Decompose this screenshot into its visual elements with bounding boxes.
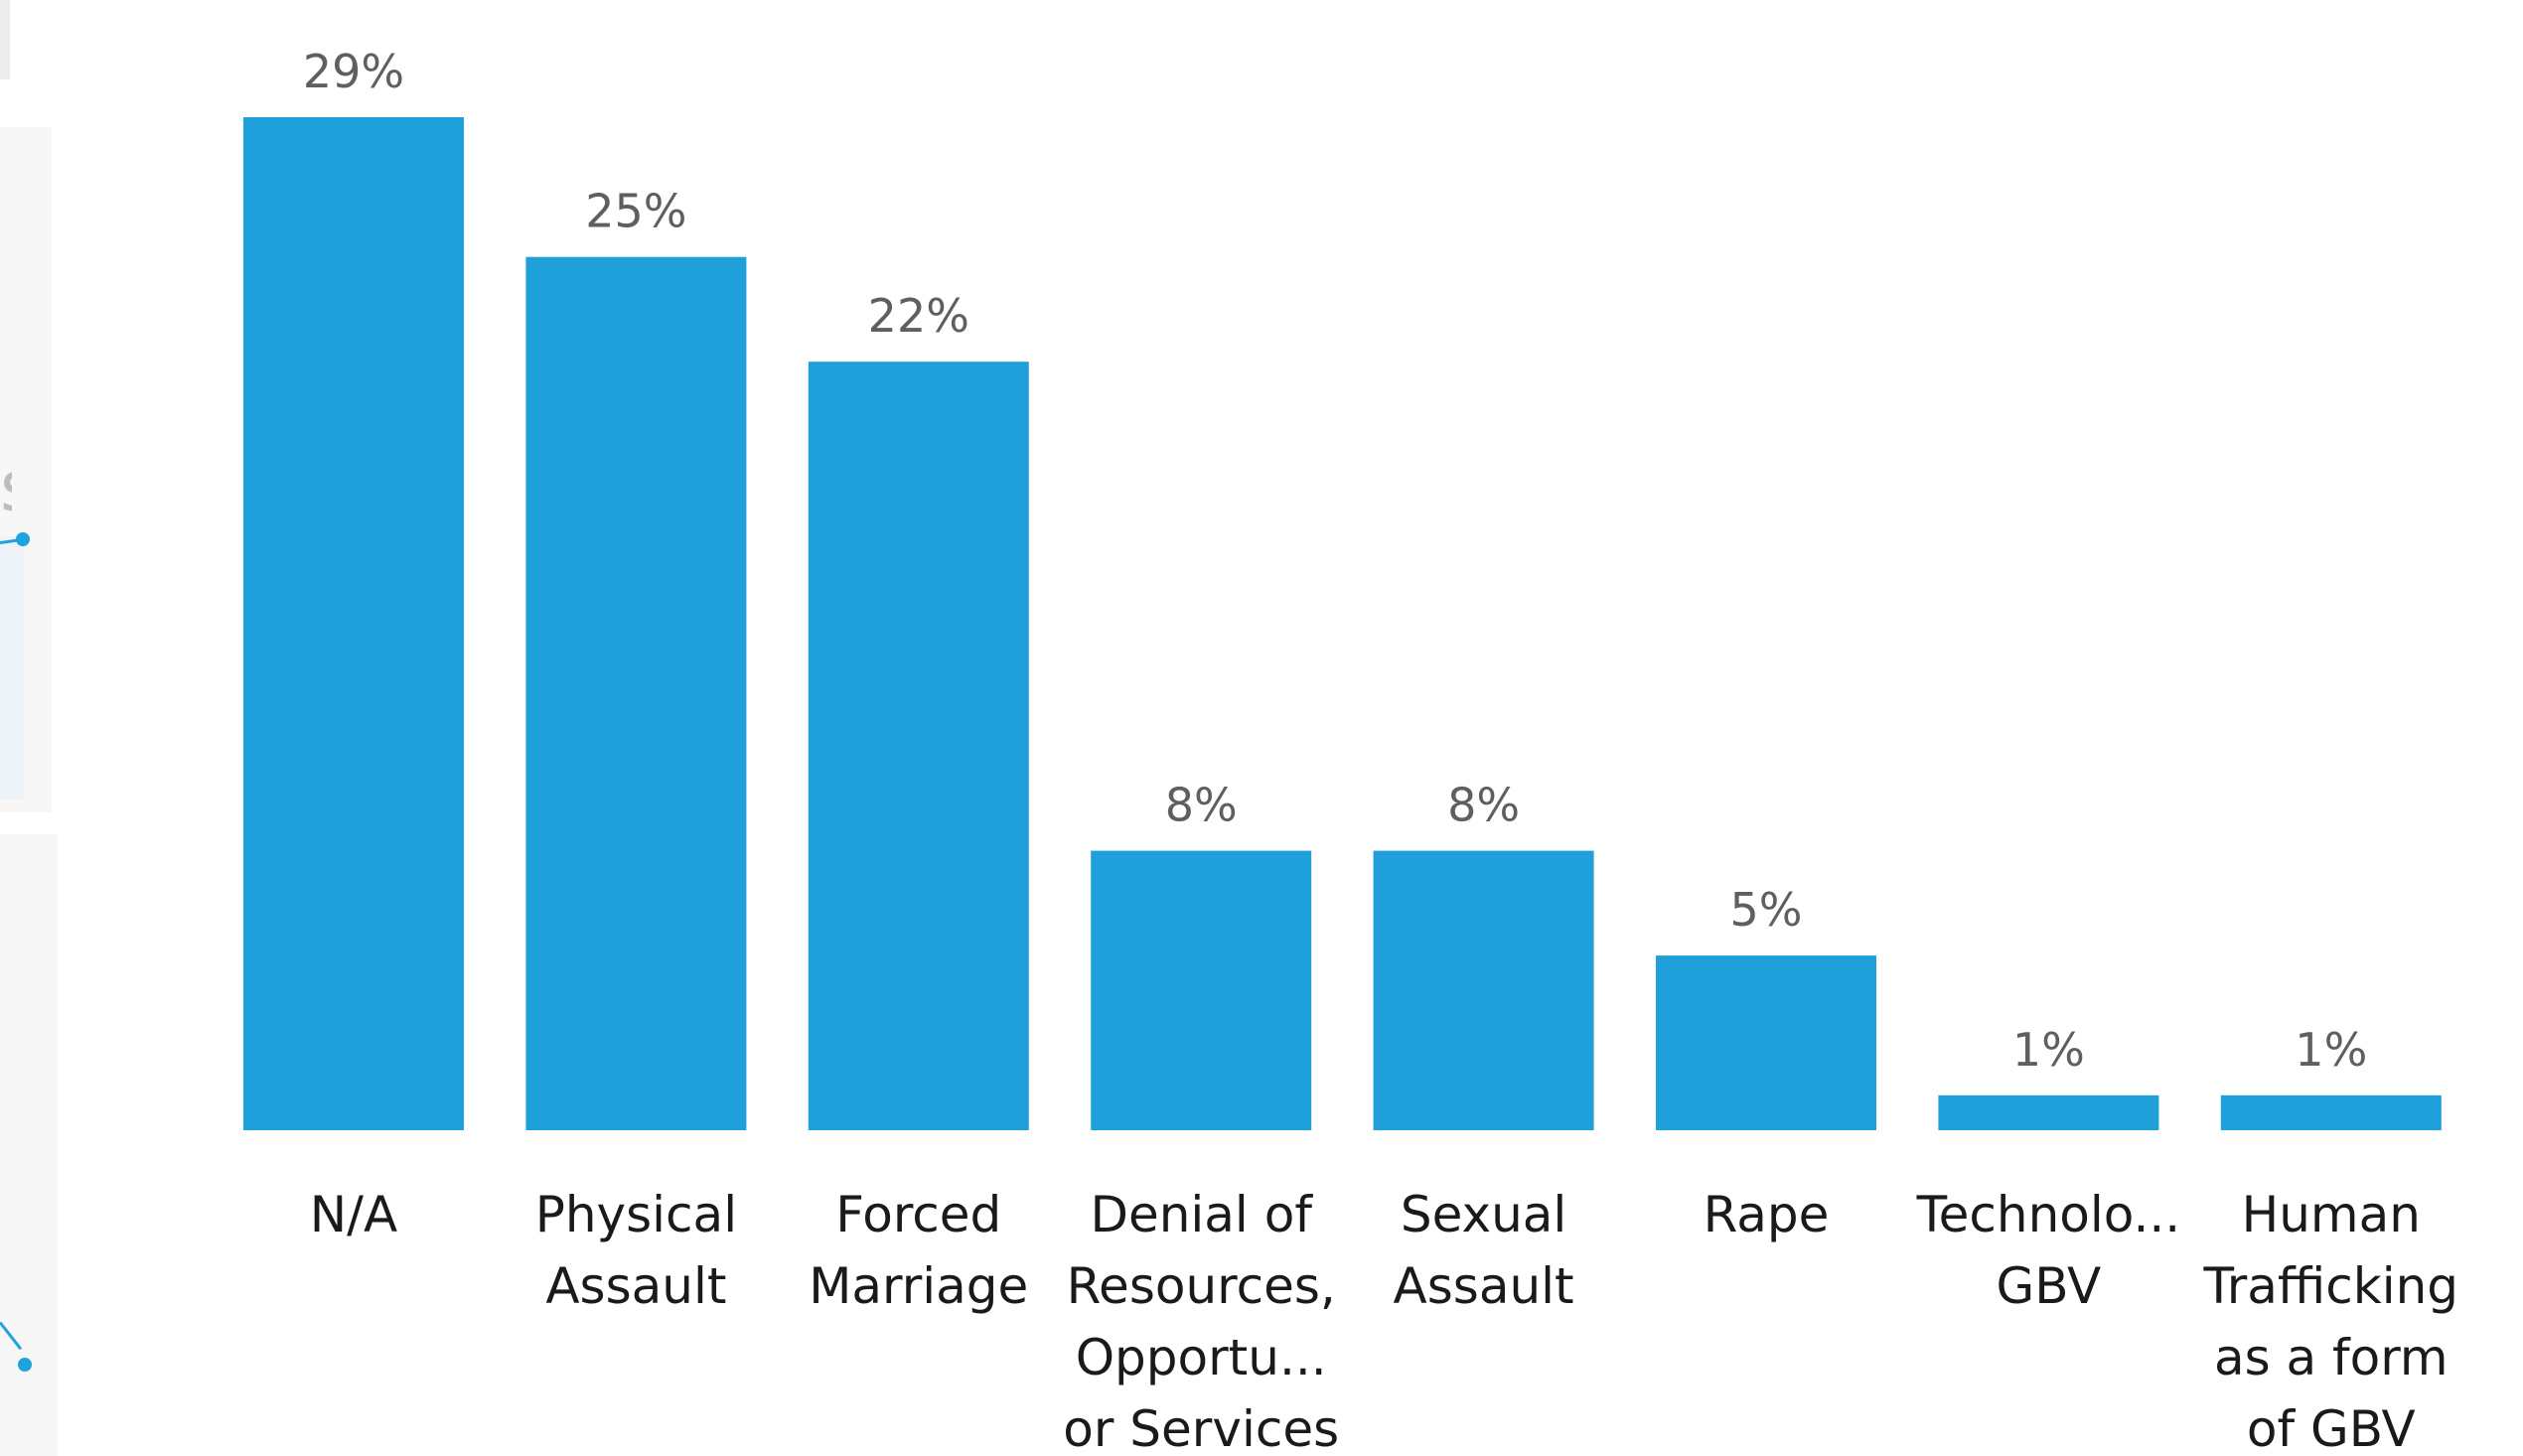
category-label-line: or Services: [1063, 1400, 1339, 1456]
bar-7[interactable]: [2220, 1094, 2442, 1130]
category-label-line: Resources,: [1067, 1257, 1336, 1315]
category-label-line: Assault: [545, 1257, 726, 1315]
data-label-0: 29%: [303, 45, 404, 98]
category-label-6: Technolo... GBV: [1916, 1186, 2181, 1315]
adjacent-chart-area: [0, 536, 24, 800]
category-label-line: Marriage: [809, 1257, 1028, 1315]
adjacent-line-point: [18, 1358, 32, 1372]
category-label-3: Denial of Resources, Opportu... or Services: [1063, 1186, 1339, 1456]
category-label-line: of GBV: [2247, 1400, 2416, 1456]
category-label-line: Forced: [835, 1186, 1001, 1243]
bar-4[interactable]: [1373, 850, 1594, 1130]
data-label-6: 1%: [2012, 1023, 2085, 1077]
data-label-4: 8%: [1447, 779, 1520, 832]
bar-1[interactable]: [525, 256, 747, 1130]
category-label-5: Rape: [1704, 1186, 1830, 1243]
category-label-line: Sexual: [1401, 1186, 1566, 1243]
adjacent-title-fragment: s: [0, 452, 12, 521]
category-label-1: Physical Assault: [535, 1186, 737, 1315]
bar-5[interactable]: [1656, 955, 1876, 1130]
category-label-2: Forced Marriage: [809, 1186, 1028, 1315]
bar-6[interactable]: [1938, 1094, 2159, 1130]
data-label-3: 8%: [1165, 779, 1238, 832]
category-label-line: Denial of: [1090, 1186, 1313, 1243]
adjacent-panel-bottom: [0, 834, 58, 1456]
category-label-4: Sexual Assault: [1394, 1186, 1574, 1315]
category-label-line: Opportu...: [1076, 1329, 1327, 1386]
category-label-line: Trafficking: [2203, 1257, 2459, 1315]
category-label-line: N/A: [310, 1186, 397, 1243]
category-label-line: Assault: [1394, 1257, 1574, 1315]
adjacent-panel-top: [0, 0, 10, 79]
category-label-line: Physical: [535, 1186, 737, 1243]
bar-0[interactable]: [243, 117, 464, 1130]
bar-3[interactable]: [1091, 850, 1312, 1130]
category-label-line: Technolo...: [1916, 1186, 2181, 1243]
category-label-line: as a form: [2214, 1329, 2449, 1386]
data-label-1: 25%: [585, 185, 686, 238]
data-label-7: 1%: [2295, 1023, 2367, 1077]
category-label-0: N/A: [310, 1186, 397, 1243]
category-label-line: Rape: [1704, 1186, 1830, 1243]
category-label-line: GBV: [1997, 1257, 2102, 1315]
adjacent-line-point: [16, 532, 30, 546]
category-label-line: Human: [2242, 1186, 2421, 1243]
data-label-5: 5%: [1730, 883, 1803, 937]
category-label-7: Human Trafficking as a form of GBV: [2203, 1186, 2459, 1456]
data-label-2: 22%: [868, 289, 969, 343]
bar-2[interactable]: [808, 362, 1029, 1130]
